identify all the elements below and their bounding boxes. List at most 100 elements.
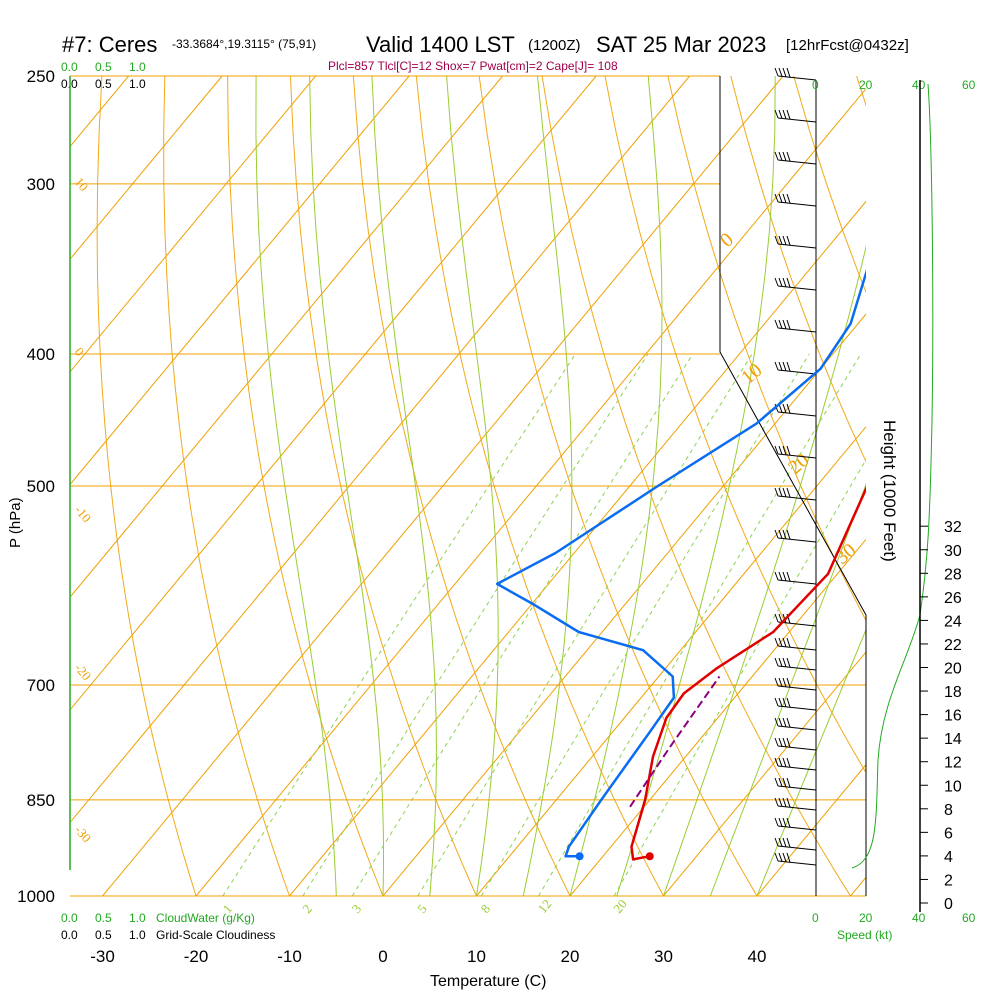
speed-tick-0: 0 <box>812 78 819 92</box>
wind-barb-flag <box>774 717 779 727</box>
moist-adiabat-line <box>371 76 437 896</box>
wind-barb <box>777 201 817 207</box>
temperature-axis-labels: -30 -20 -10 0 10 20 30 40 <box>90 947 766 966</box>
wind-barb-flag <box>774 777 779 787</box>
plot-right-boundary <box>719 76 867 896</box>
height-tick-label: 8 <box>944 802 953 819</box>
wind-barb-flag <box>786 797 791 808</box>
pressure-tick-label: 250 <box>27 67 55 86</box>
dry-adiabat-line <box>667 76 866 622</box>
wind-barb-flag <box>786 677 791 688</box>
isobar-lines <box>70 75 866 897</box>
wind-barb-flag <box>786 403 791 414</box>
wind-barb <box>777 75 817 81</box>
pressure-tick-label: 1000 <box>17 887 55 906</box>
dry-adiabat-line <box>604 76 866 774</box>
mixing-ratio-label: 5 <box>414 901 430 916</box>
wind-barb-flag <box>778 487 783 497</box>
wind-barb-flag <box>774 697 779 707</box>
surface-dewpoint-point <box>575 852 584 861</box>
wind-barb <box>777 285 817 291</box>
moist-adiabat-line <box>309 76 384 896</box>
valid-time: Valid 1400 LST <box>366 32 515 57</box>
temperature-tick-label: 40 <box>748 947 767 966</box>
mixing-ratio-line <box>538 353 862 896</box>
wind-barb-flag <box>786 837 791 848</box>
wind-barb-flag <box>782 403 787 413</box>
isotherm-labels: 10 0 -10 -20 -30 <box>72 174 95 845</box>
wind-barb-flag <box>782 677 787 687</box>
wind-barb-flag <box>786 193 791 204</box>
wind-barb <box>777 785 817 791</box>
wind-barb-flag <box>786 757 791 768</box>
wind-barb-flag <box>786 277 791 288</box>
cloud-scale-05: 0.5 <box>95 60 112 74</box>
wind-barb-flag <box>774 361 779 371</box>
wind-barb-flag <box>782 797 787 807</box>
cloud-scale-05: 0.5 <box>95 911 112 925</box>
speed-tick-60: 60 <box>962 78 976 92</box>
isotherm-line <box>476 425 866 896</box>
wind-barb-flag <box>778 529 783 539</box>
cloud-scale-1: 1.0 <box>129 928 146 942</box>
wind-barb-flag <box>782 109 787 119</box>
wind-barb <box>777 117 817 123</box>
wind-barb-flag <box>782 319 787 329</box>
wind-barb <box>777 665 817 671</box>
mixing-ratio-label: 20 <box>610 896 630 916</box>
wind-barb-flag <box>774 67 779 77</box>
wind-barb-flag <box>778 67 783 77</box>
wind-barb-flag <box>774 817 779 827</box>
wind-barb <box>777 685 817 691</box>
dry-adiabat-line <box>415 76 664 896</box>
isotherm-label: -30 <box>72 822 95 845</box>
wind-barb-flag <box>778 717 783 727</box>
station-location: -33.3684°,19.3115° (75,91) <box>172 37 316 51</box>
wind-speed-profile <box>851 83 934 869</box>
height-tick-label: 28 <box>944 566 962 583</box>
isotherm-label: 10 <box>72 174 92 194</box>
wind-barb-flag <box>778 837 783 847</box>
wind-barb <box>777 845 817 851</box>
forecast-label: [12hrFcst@0432z] <box>786 37 909 54</box>
moist-adiabat-line <box>446 76 499 896</box>
height-tick-label: 0 <box>944 896 953 913</box>
wind-barb <box>777 725 817 731</box>
wind-barb-flag <box>786 151 791 162</box>
dry-adiabat-line <box>478 76 758 896</box>
temperature-tick-label: 20 <box>561 947 580 966</box>
isotherm-line <box>70 76 410 486</box>
wind-barb-flag <box>778 361 783 371</box>
pressure-tick-label: 700 <box>27 676 55 695</box>
speed-tick-20: 20 <box>859 911 873 925</box>
zulu-time: (1200Z) <box>528 37 581 54</box>
wind-barb-flag <box>774 637 779 647</box>
speed-tick-0: 0 <box>812 911 819 925</box>
wind-barb-flag <box>782 852 787 862</box>
cloud-scale-top-black: 0.0 0.5 1.0 <box>61 77 146 91</box>
mixing-ratio-line <box>480 353 810 896</box>
wind-barb-flag <box>782 277 787 287</box>
wind-barb-flag <box>786 737 791 748</box>
isotherm-label: -10 <box>72 502 95 525</box>
wind-barb-flag <box>774 277 779 287</box>
wind-barb-flag <box>782 445 787 455</box>
temperature-tick-label: -20 <box>184 947 209 966</box>
wind-barb-flag <box>778 613 783 623</box>
sounding-profiles <box>495 269 866 861</box>
wind-barb-flag <box>774 445 779 455</box>
cloud-scale-0: 0.0 <box>61 928 78 942</box>
mixing-ratio-label: 12 <box>535 896 555 916</box>
temperature-profile-line <box>630 485 866 861</box>
wind-barb-flag <box>778 697 783 707</box>
wind-barb-flag <box>778 109 783 119</box>
dry-adiabat-line <box>541 76 851 896</box>
dry-adiabat-line <box>982 76 1000 896</box>
dry-adiabat-lines <box>96 76 1000 896</box>
wind-barb-flag <box>782 361 787 371</box>
wind-barb-flag <box>786 697 791 708</box>
right-temperature-label: 10 <box>737 359 766 389</box>
valid-date: SAT 25 Mar 2023 <box>596 32 766 57</box>
wind-barb-flag <box>782 151 787 161</box>
